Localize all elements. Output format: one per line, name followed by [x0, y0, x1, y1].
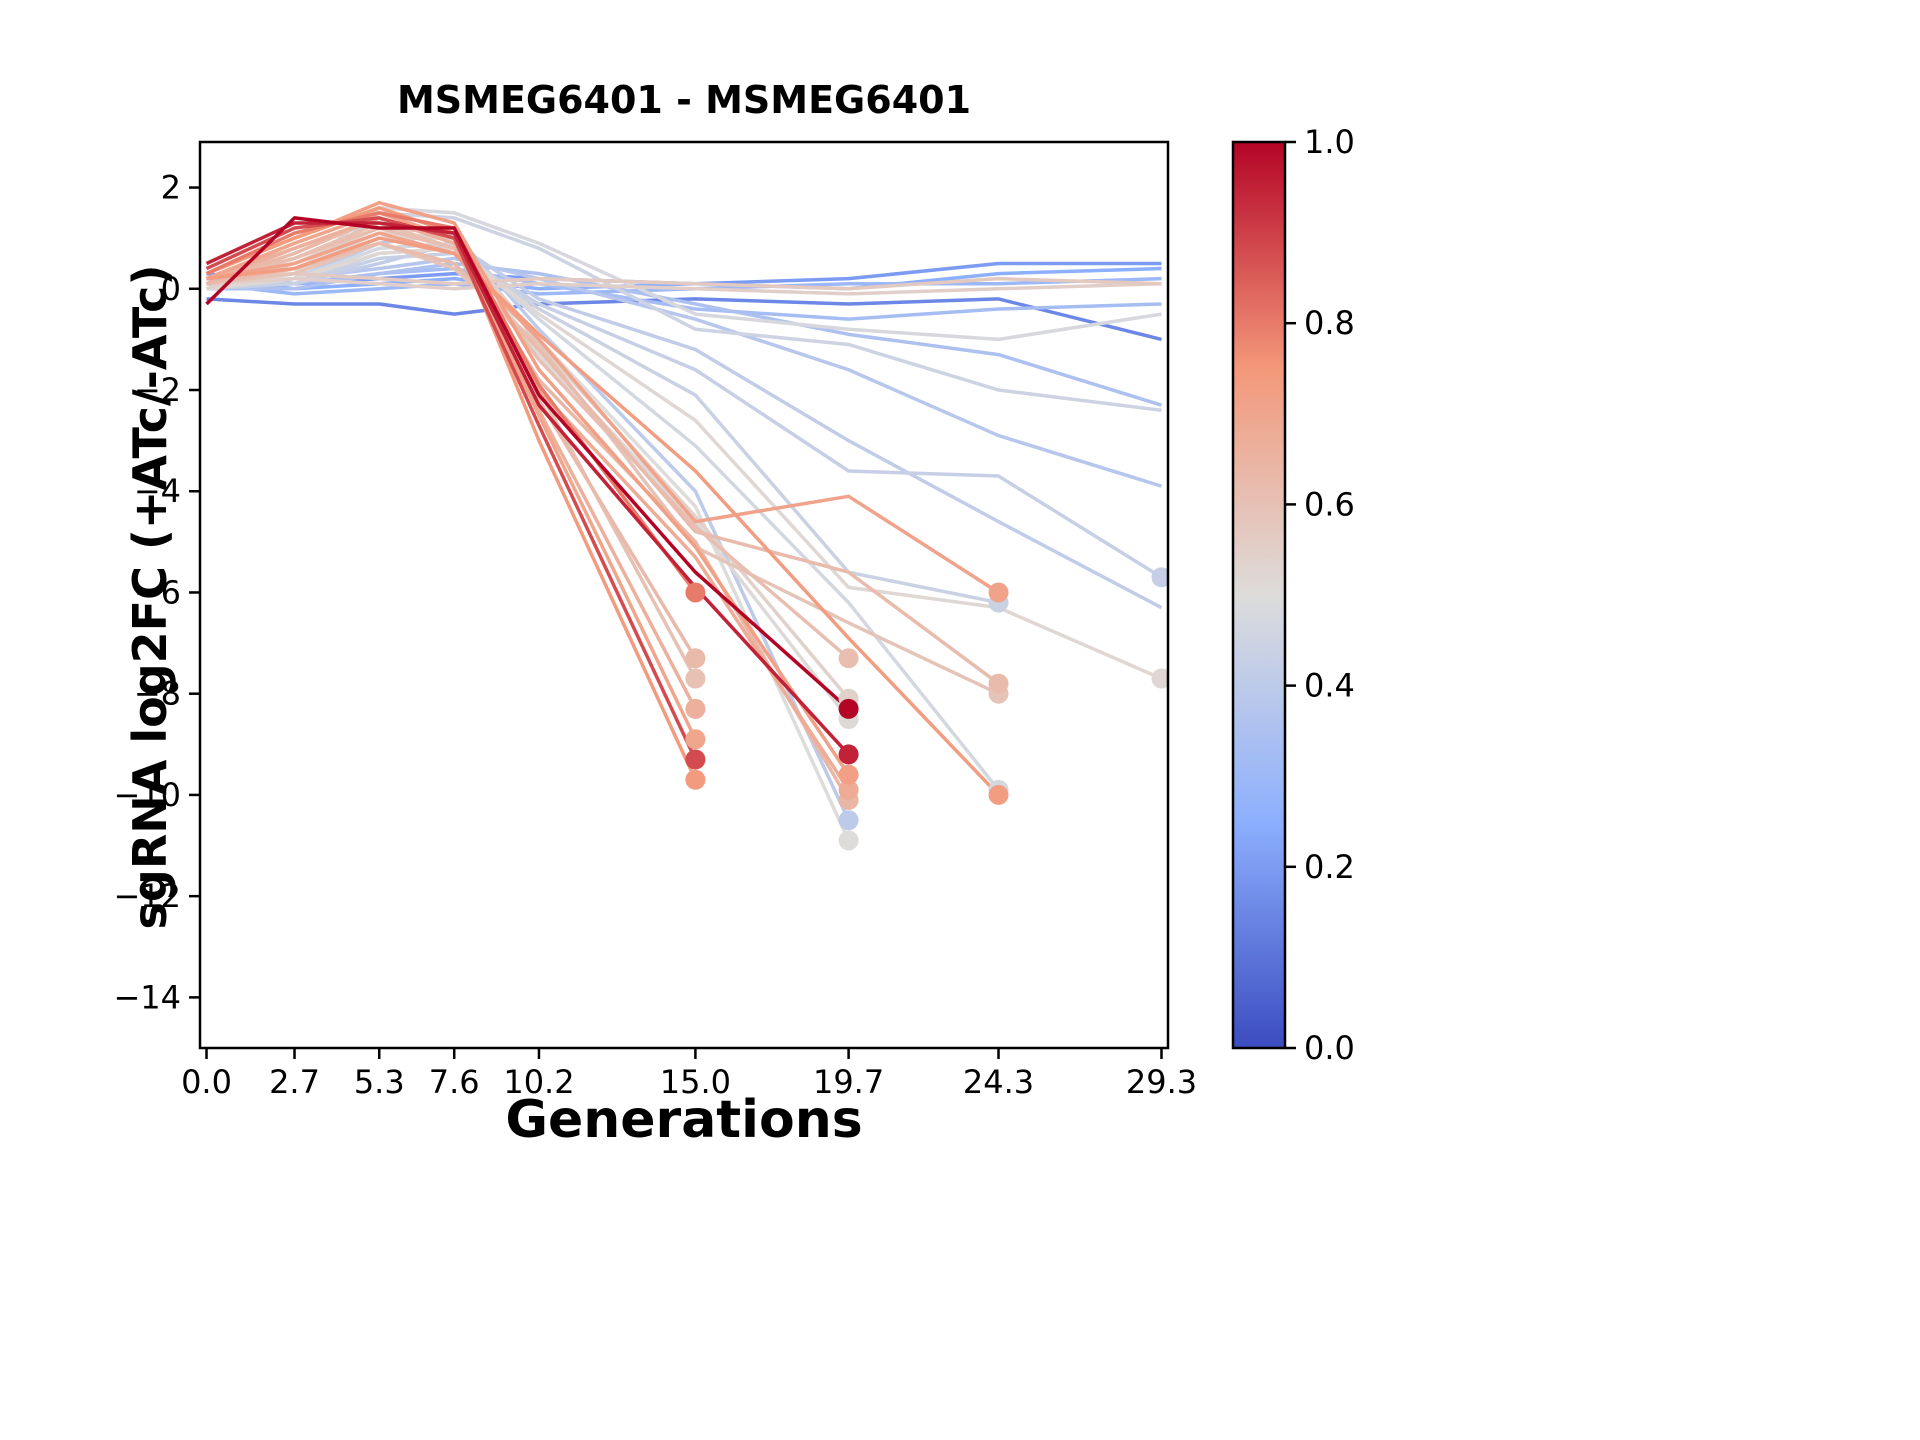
series-end-marker — [685, 648, 706, 669]
series-end-marker — [838, 830, 859, 851]
colorbar-tick-label: 0.0 — [1304, 1029, 1355, 1067]
series-end-marker — [685, 582, 706, 603]
x-tick-label: 5.3 — [354, 1063, 405, 1101]
series-end-marker — [1151, 567, 1168, 588]
series-end-marker — [685, 698, 706, 719]
series-end-marker — [685, 769, 706, 790]
x-tick-label: 29.3 — [1126, 1063, 1197, 1101]
series-line — [206, 276, 1162, 296]
series-line — [205, 216, 850, 711]
y-tick-label: −10 — [113, 776, 181, 814]
series-end-marker — [838, 744, 859, 765]
x-tick-label: 0.0 — [181, 1063, 232, 1101]
series-line — [206, 241, 1000, 685]
plot-border — [198, 140, 1170, 1050]
series-line — [206, 256, 1163, 488]
series-end-marker — [838, 698, 859, 719]
series-line — [206, 236, 1000, 797]
x-tick-label: 7.6 — [429, 1063, 480, 1101]
y-tick-label: −4 — [134, 472, 181, 510]
series-line — [205, 211, 697, 741]
series-end-marker — [1151, 668, 1168, 689]
y-tick-label: −12 — [113, 877, 181, 915]
colorbar-border — [1231, 140, 1287, 1050]
x-tick-label: 10.2 — [503, 1063, 574, 1101]
y-tick-label: −8 — [134, 675, 181, 713]
series-line — [206, 266, 1162, 291]
x-axis-label: Generations — [505, 1090, 863, 1150]
series-line — [205, 216, 697, 710]
colorbar-tick-label: 0.6 — [1304, 485, 1355, 523]
series-end-marker — [838, 810, 859, 831]
series-end-marker — [685, 668, 706, 689]
series-end-marker — [685, 729, 706, 750]
series-line — [206, 271, 1162, 291]
x-tick-label: 24.3 — [963, 1063, 1034, 1101]
colorbar-gradient — [1233, 142, 1285, 1048]
y-tick-label: −6 — [134, 573, 181, 611]
colorbar-tick-label: 1.0 — [1304, 123, 1355, 161]
series-line — [206, 297, 1162, 342]
series-line — [206, 226, 850, 660]
series-end-marker — [988, 784, 1009, 805]
series-end-marker — [988, 582, 1009, 603]
colorbar-tick-label: 0.8 — [1304, 304, 1355, 342]
series-line — [206, 261, 1163, 407]
x-tick-label: 19.7 — [813, 1063, 884, 1101]
series-end-marker — [838, 779, 859, 800]
y-tick-label: −14 — [113, 978, 181, 1016]
series-end-marker — [685, 749, 706, 770]
series-line — [205, 211, 697, 594]
colorbar-tick-label: 0.4 — [1304, 667, 1355, 705]
y-tick-label: 2 — [161, 169, 181, 207]
colorbar-tick-label: 0.2 — [1304, 848, 1355, 886]
series-group — [205, 200, 1168, 851]
y-tick-label: −2 — [134, 371, 181, 409]
x-tick-label: 2.7 — [269, 1063, 320, 1101]
series-end-marker — [838, 648, 859, 669]
y-tick-label: 0 — [161, 270, 181, 308]
series-end-marker — [988, 673, 1009, 694]
chart-title: MSMEG6401 - MSMEG6401 — [396, 78, 972, 122]
x-tick-label: 15.0 — [660, 1063, 731, 1101]
series-line — [206, 246, 1163, 681]
series-end-marker — [838, 764, 859, 785]
